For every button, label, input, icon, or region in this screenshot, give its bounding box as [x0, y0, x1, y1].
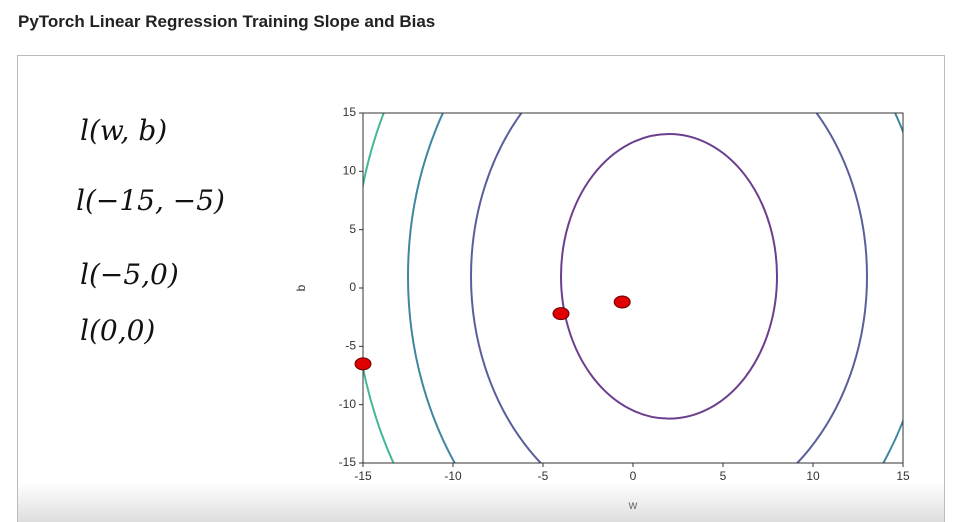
x-tick-label: -5: [538, 469, 549, 483]
y-tick-label: -5: [345, 339, 356, 353]
contour-line: [363, 113, 395, 463]
fade-overlay: [18, 482, 944, 522]
y-tick-label: 0: [349, 280, 356, 294]
x-tick-label: -15: [354, 469, 372, 483]
y-tick-label: -15: [339, 455, 357, 469]
y-axis-label: b: [294, 284, 308, 291]
point: [354, 357, 372, 371]
point: [552, 307, 570, 321]
page-title: PyTorch Linear Regression Training Slope…: [18, 12, 436, 31]
y-tick-label: 15: [343, 105, 357, 119]
equation: l(0,0): [80, 314, 156, 347]
x-tick-label: -10: [444, 469, 462, 483]
y-tick-label: -10: [339, 397, 357, 411]
x-tick-label: 5: [720, 469, 727, 483]
contour-line: [407, 113, 903, 463]
x-tick-label: 15: [896, 469, 910, 483]
equation: l(−15, −5): [76, 184, 225, 217]
y-tick-label: 5: [349, 222, 356, 236]
equation: l(w, b): [80, 114, 168, 147]
contour-line: [309, 56, 944, 522]
x-tick-label: 10: [806, 469, 820, 483]
y-tick-label: 10: [343, 164, 357, 178]
equation: l(−5,0): [80, 258, 179, 291]
contour-line: [470, 113, 868, 463]
contour-line: [560, 133, 778, 420]
point: [613, 295, 631, 309]
contour-group: [309, 56, 944, 522]
x-tick-label: 0: [630, 469, 637, 483]
video-frame: l(w, b) l(−15, −5) l(−5,0) l(0,0) w b -1…: [17, 55, 945, 522]
